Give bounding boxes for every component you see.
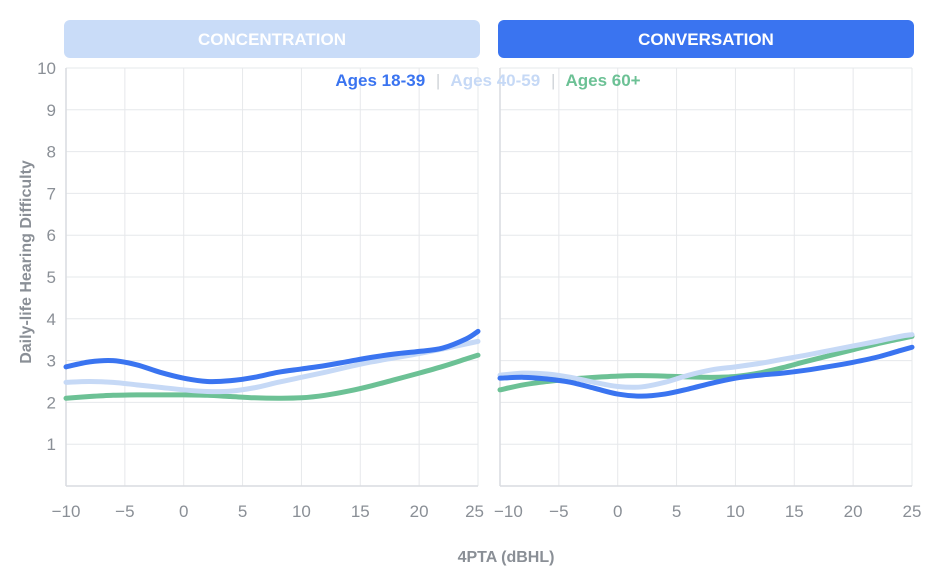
x-tick-label-concentration: 20 xyxy=(410,502,429,521)
legend-separator-2: | xyxy=(551,71,555,90)
legend: Ages 18-39 | Ages 40-59 | Ages 60+ xyxy=(335,71,640,90)
y-tick-label: 8 xyxy=(47,143,56,162)
x-tick-label-concentration: −10 xyxy=(52,502,81,521)
x-tick-label-concentration: 0 xyxy=(179,502,188,521)
y-axis-label: Daily-life Hearing Difficulty xyxy=(18,160,35,364)
panel-banner-conversation-bg xyxy=(498,20,914,58)
y-tick-label: 7 xyxy=(47,184,56,203)
series-layer xyxy=(63,328,915,401)
x-tick-label-concentration: 15 xyxy=(351,502,370,521)
y-tick-label: 1 xyxy=(47,435,56,454)
panel-title-concentration: CONCENTRATION xyxy=(198,30,346,49)
x-tick-label-concentration: 10 xyxy=(292,502,311,521)
legend-entry-ages-18-39: Ages 18-39 xyxy=(335,71,425,90)
y-tick-label: 4 xyxy=(47,310,56,329)
series-line-ages-40-59-concentration xyxy=(63,338,481,395)
y-tick-label: 6 xyxy=(47,226,56,245)
legend-entry-ages-40-59: Ages 40-59 xyxy=(450,71,540,90)
x-axis-label: 4PTA (dBHL) xyxy=(458,549,555,566)
x-tick-label-concentration: 5 xyxy=(238,502,247,521)
y-tick-label: 10 xyxy=(37,59,56,78)
x-tick-label-conversation: 15 xyxy=(785,502,804,521)
series-line-ages-18-39-concentration xyxy=(63,328,481,385)
x-tick-label-conversation: 25 xyxy=(903,502,922,521)
y-tick-label: 2 xyxy=(47,393,56,412)
legend-separator-1: | xyxy=(436,71,440,90)
x-tick-label-conversation: 10 xyxy=(726,502,745,521)
series-line-ages-40-59-conversation xyxy=(497,332,915,390)
y-tick-label: 3 xyxy=(47,352,56,371)
x-tick-label-conversation: −5 xyxy=(549,502,568,521)
x-tick-label-conversation: 0 xyxy=(613,502,622,521)
series-line-ages-60-plus-concentration xyxy=(63,352,481,401)
panel-banner-concentration-bg xyxy=(64,20,480,58)
x-tick-label-conversation: −10 xyxy=(494,502,523,521)
legend-text-row: Ages 18-39 | Ages 40-59 | Ages 60+ xyxy=(335,71,640,90)
x-tick-label-concentration: −5 xyxy=(115,502,134,521)
x-tick-label-conversation: 5 xyxy=(672,502,681,521)
y-tick-label: 5 xyxy=(47,268,56,287)
grid-layer xyxy=(65,67,913,487)
x-tick-label-conversation: 20 xyxy=(844,502,863,521)
tick-layer: −10 −5 0 5 10 15 20 25 −10 −5 0 5 10 15 20 25 1 2 3 4 5 6 7 8 9 1… xyxy=(37,59,921,521)
y-tick-label: 9 xyxy=(47,101,56,120)
legend-entry-ages-60-plus: Ages 60+ xyxy=(565,71,640,90)
panel-banner-concentration: CONCENTRATION xyxy=(64,20,480,58)
panel-title-conversation: CONVERSATION xyxy=(638,30,774,49)
panel-banner-conversation: CONVERSATION xyxy=(498,20,914,58)
x-tick-label-concentration: 25 xyxy=(465,502,484,521)
series-line-ages-18-39-conversation xyxy=(497,344,915,399)
